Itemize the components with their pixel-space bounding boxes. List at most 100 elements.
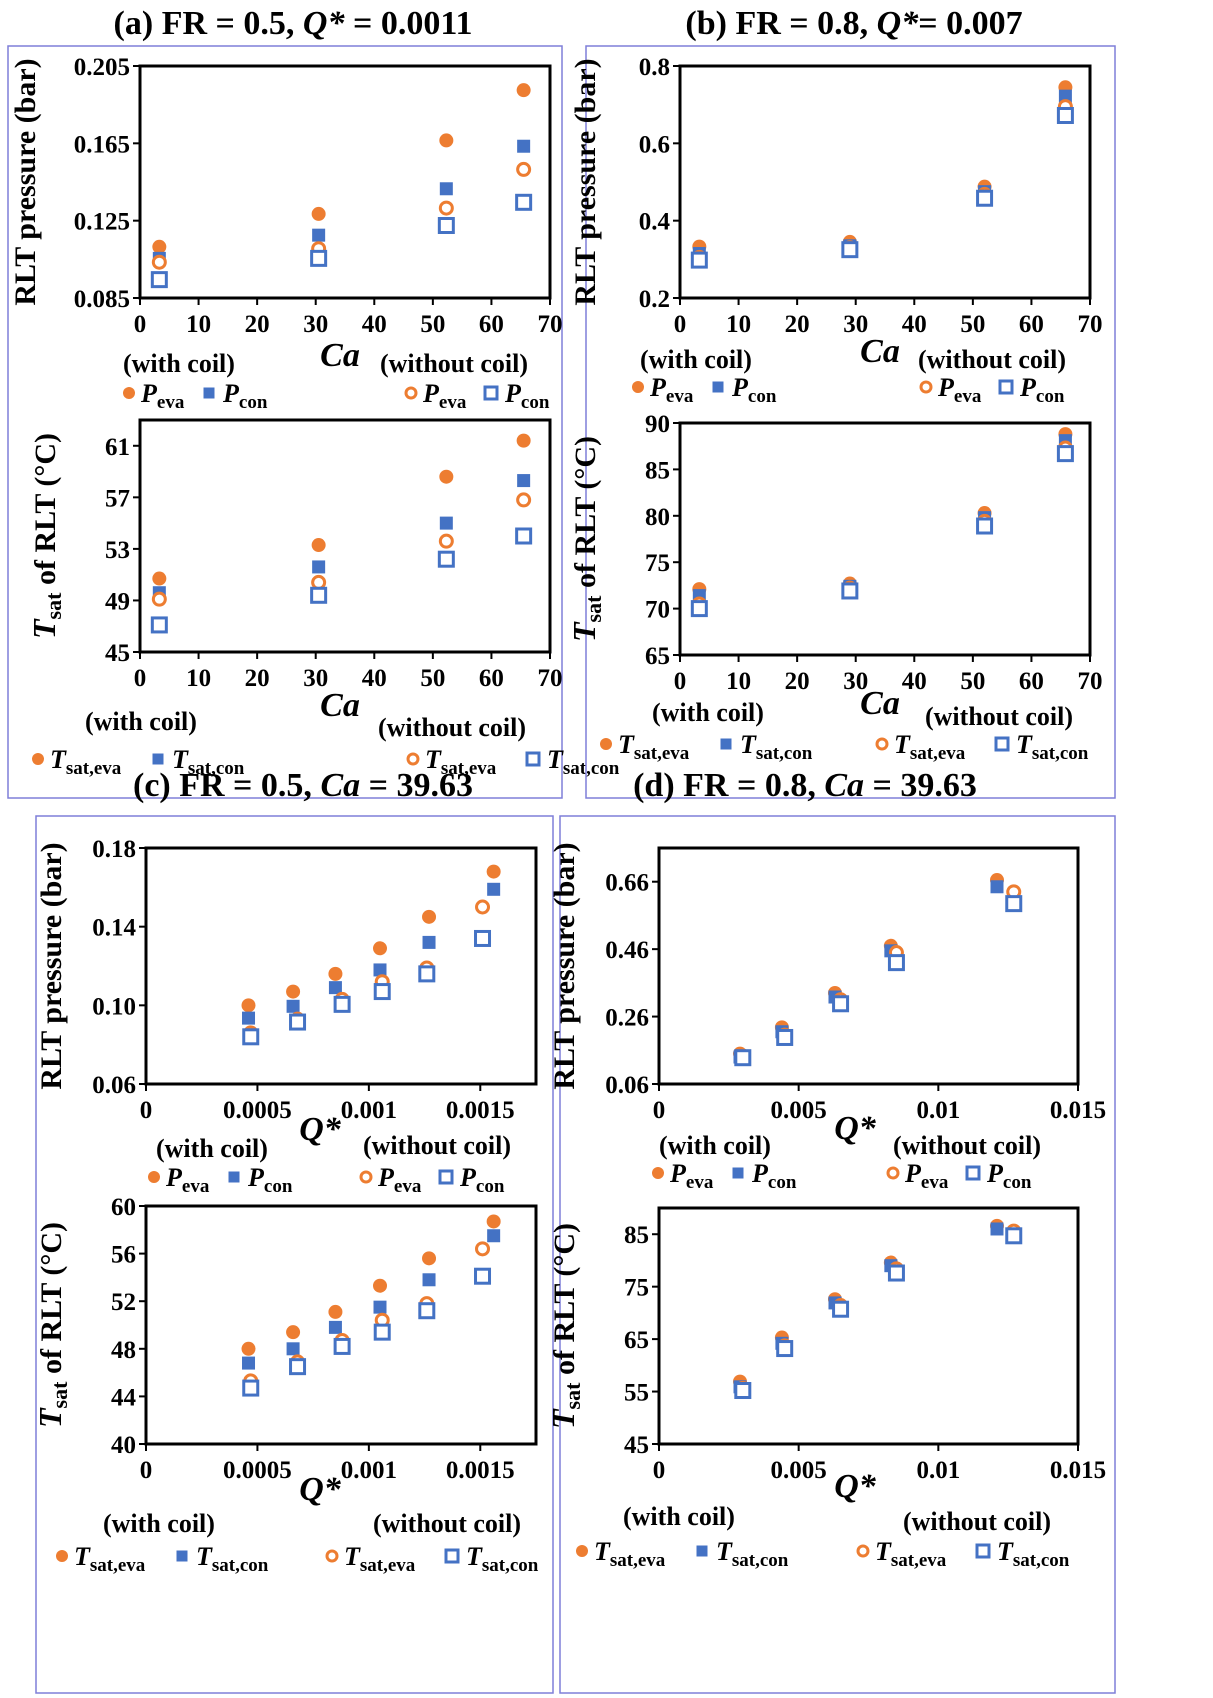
x-tick-label: 40 xyxy=(902,311,927,338)
x-tick-label: 0 xyxy=(140,1457,153,1484)
x-tick-label: 60 xyxy=(479,311,504,338)
x-tick-label: 0.001 xyxy=(341,1097,397,1124)
data-point xyxy=(373,941,387,956)
legend-marker xyxy=(32,753,44,765)
data-point xyxy=(517,474,531,488)
data-point xyxy=(486,864,501,879)
data-point xyxy=(832,1300,850,1318)
x-axis-label: Q* xyxy=(834,1468,877,1505)
legend-with-coil: (with coil) xyxy=(85,707,197,736)
legend-marker xyxy=(325,1549,339,1563)
legend-entry-con: Tsat,con xyxy=(1016,730,1089,764)
x-tick-label: 10 xyxy=(186,311,211,338)
data-point xyxy=(516,161,532,177)
data-point xyxy=(1058,89,1072,103)
plot-area xyxy=(678,64,1092,300)
x-axis-label: Q* xyxy=(834,1110,877,1147)
legend-entry-eva: Peva xyxy=(140,379,185,413)
x-tick-label: 20 xyxy=(785,311,810,338)
y-tick-label: 0.14 xyxy=(92,915,136,942)
series-open-circle xyxy=(151,492,532,607)
legend-entry-con: Pcon xyxy=(751,1159,797,1193)
legend-entry-con: Tsat,con xyxy=(716,1537,789,1571)
data-point xyxy=(475,1241,491,1257)
data-point xyxy=(150,616,168,634)
x-tick-label: 50 xyxy=(960,311,985,338)
x-tick-label: 70 xyxy=(538,311,563,338)
panel-frame xyxy=(7,45,563,799)
series-open-square xyxy=(150,193,533,289)
y-tick-label: 45 xyxy=(624,1432,649,1459)
data-point xyxy=(437,217,455,234)
legend-entry-con: Pcon xyxy=(731,373,777,407)
legend-entry-eva: Peva xyxy=(937,373,982,407)
x-tick-label: 0.01 xyxy=(916,1457,960,1484)
x-tick-label: 0 xyxy=(140,1097,153,1124)
y-tick-label: 0.4 xyxy=(639,209,671,236)
data-point xyxy=(438,200,454,216)
legend-marker xyxy=(406,752,420,766)
data-point xyxy=(734,1049,752,1067)
y-tick-label: 0.10 xyxy=(92,993,136,1020)
legend-entry-eva: Tsat,eva xyxy=(425,745,497,779)
data-point xyxy=(439,182,453,196)
x-tick-label: 0.005 xyxy=(771,1097,827,1124)
data-point xyxy=(152,571,167,586)
data-point xyxy=(152,239,167,254)
data-point xyxy=(373,1300,387,1314)
data-point xyxy=(150,271,168,289)
series-open-square xyxy=(734,895,1023,1067)
legend-marker xyxy=(483,385,499,401)
x-tick-label: 20 xyxy=(785,668,810,695)
y-tick-label: 56 xyxy=(111,1242,136,1269)
data-point xyxy=(1056,106,1074,124)
data-point xyxy=(487,882,501,896)
legend-entry-con: Pcon xyxy=(222,379,268,413)
x-tick-label: 0.015 xyxy=(1050,1457,1106,1484)
x-tick-label: 0 xyxy=(653,1097,666,1124)
data-point xyxy=(333,1337,351,1355)
series-open-circle xyxy=(735,1223,1022,1396)
y-tick-label: 65 xyxy=(624,1327,649,1354)
plot-area xyxy=(657,1206,1080,1446)
legend-entry-eva: Tsat,eva xyxy=(618,730,690,764)
legend-entry-eva: Peva xyxy=(649,373,694,407)
data-point xyxy=(242,1028,260,1046)
data-point xyxy=(418,965,436,983)
y-tick-label: 0.6 xyxy=(639,131,670,158)
legend-marker xyxy=(696,1545,708,1557)
temperature-chart-d: 0 0.005 0.01 0.015 45 55 65 75 85 Q* Tsat of RLT (… xyxy=(545,1206,1106,1571)
x-tick-label: 50 xyxy=(420,665,445,692)
series-filled-square xyxy=(152,139,531,265)
x-tick-label: 0 xyxy=(134,311,147,338)
data-point xyxy=(241,998,256,1013)
legend-marker xyxy=(994,736,1010,752)
data-point xyxy=(776,1028,794,1046)
y-tick-label: 90 xyxy=(645,411,670,438)
legend-marker xyxy=(919,380,933,394)
series-filled-circle xyxy=(733,1218,1004,1389)
data-point xyxy=(487,1229,501,1243)
x-axis-label: Ca xyxy=(320,687,360,724)
y-tick-label: 75 xyxy=(624,1275,649,1302)
legend-entry-eva: Peva xyxy=(904,1159,949,1193)
legend: (with coil) (without coil)Peva Pcon Peva Pco… xyxy=(652,1131,1041,1193)
series-open-square xyxy=(150,527,533,634)
panel-d: 0 0.005 0.01 0.015 0.06 0.26 0.46 0.66 Q* RLT pre… xyxy=(545,767,1116,1694)
y-axis-label: Tsat of RLT (°C) xyxy=(26,433,66,639)
legend-entry-con: Tsat,con xyxy=(997,1537,1070,1571)
legend-with-coil: (with coil) xyxy=(640,345,752,374)
plot-area xyxy=(138,418,552,654)
legend: (with coil) (without coil)Tsat,eva Tsat,co… xyxy=(600,698,1089,764)
data-point xyxy=(438,533,454,549)
legend-without-coil: (without coil) xyxy=(378,713,526,742)
x-tick-label: 20 xyxy=(245,311,270,338)
data-point xyxy=(312,560,326,574)
series-open-square xyxy=(242,929,492,1046)
data-point xyxy=(310,586,328,604)
legend-with-coil: (with coil) xyxy=(103,1509,215,1538)
y-tick-label: 0.26 xyxy=(605,1005,649,1032)
y-tick-label: 44 xyxy=(111,1384,137,1411)
temperature-chart-a: 0 10 20 30 40 50 60 70 45 49 53 57 61 Ca Tsat of RLT (… xyxy=(26,418,620,779)
legend-without-coil: (without coil) xyxy=(363,1131,511,1160)
